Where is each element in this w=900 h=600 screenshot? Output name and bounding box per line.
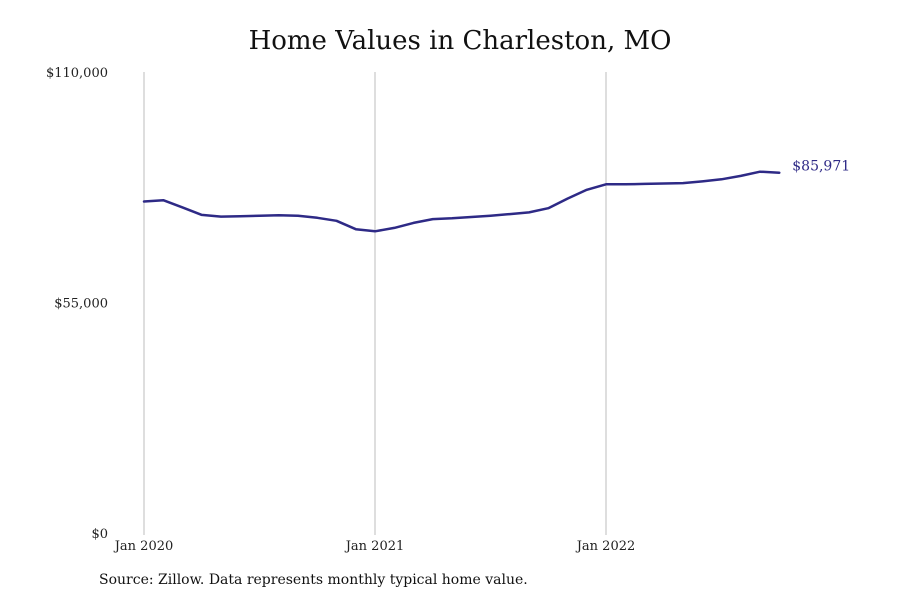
gridlines — [143, 72, 607, 535]
y-tick-label: $110,000 — [46, 66, 108, 81]
chart-title: Home Values in Charleston, MO — [248, 26, 672, 56]
series-line — [142, 170, 781, 233]
x-axis: Jan 2020 Jan 2021 Jan 2022 — [113, 539, 636, 554]
y-axis: $0 $55,000 $110,000 — [46, 66, 108, 542]
x-tick-label: Jan 2020 — [113, 539, 174, 554]
source-note: Source: Zillow. Data represents monthly … — [99, 572, 528, 588]
series-group: $85,971 — [142, 159, 850, 233]
y-tick-label: $0 — [91, 527, 108, 542]
y-tick-label: $55,000 — [54, 297, 108, 312]
x-tick-label: Jan 2022 — [575, 539, 636, 554]
end-value-label: $85,971 — [792, 159, 850, 175]
x-tick-label: Jan 2021 — [344, 539, 405, 554]
